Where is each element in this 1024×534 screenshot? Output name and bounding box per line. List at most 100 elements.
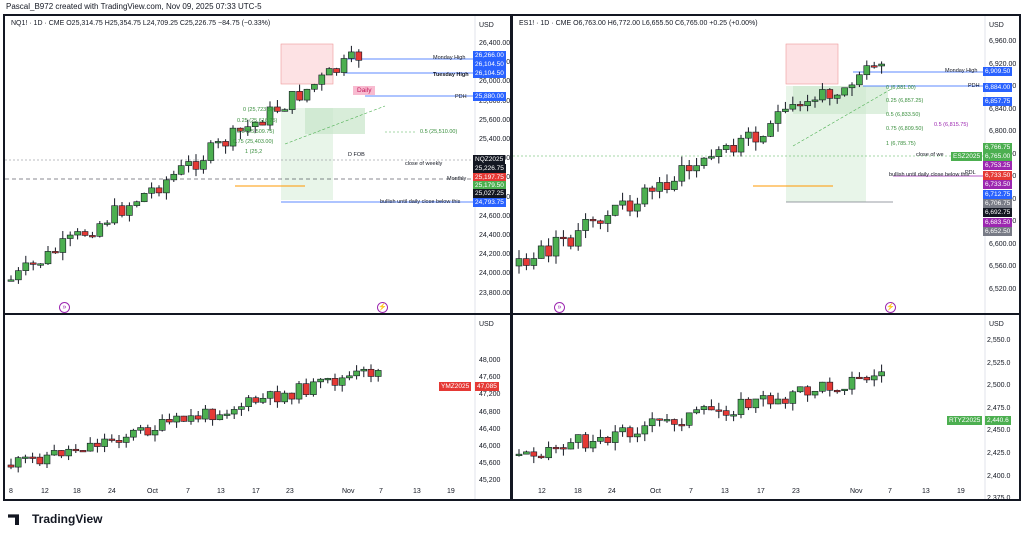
candle-body <box>604 437 612 443</box>
nq-chart-pane[interactable]: NQ1! · 1D · CME O25,314.75 H25,354.75 L2… <box>5 16 510 313</box>
nq-forward-icon[interactable]: » <box>59 302 70 313</box>
candle-body <box>348 51 355 59</box>
es-y-tick: 6,800.00 <box>989 128 1017 135</box>
candle-body <box>737 137 745 153</box>
price-tag: 6,733.50 <box>983 171 1013 180</box>
es-y-tick: 6,600.00 <box>989 240 1017 248</box>
rty-x-tick: 23 <box>792 488 800 495</box>
price-tag: ESZ2025 <box>951 152 983 161</box>
nq-y-tick: 24,200.00 <box>479 251 510 259</box>
rty-symbol-tag: RTYZ2025 <box>947 416 983 425</box>
nq-y-tick: 26,000.00 <box>479 78 510 86</box>
rty-x-tick: 17 <box>757 488 765 495</box>
candle-body <box>663 182 671 190</box>
candle-body <box>252 397 260 403</box>
supply-zone <box>785 43 839 85</box>
candle-body <box>209 408 216 421</box>
candle-body <box>804 101 811 107</box>
candle-body <box>185 161 192 166</box>
nq-fib-1: 1 (25,2 <box>245 149 263 155</box>
supply-zone <box>280 43 334 85</box>
candle-body <box>811 390 819 396</box>
pdh-label: PDH <box>455 94 467 100</box>
candle-body <box>626 200 634 212</box>
candle-body <box>759 136 767 143</box>
rty-y-tick: 2,525.0 <box>987 359 1011 367</box>
candle-body <box>833 94 841 99</box>
candle-body <box>796 386 804 393</box>
candle-body <box>187 415 195 422</box>
price-tag: 6,765.00 <box>983 152 1013 161</box>
ym-x-tick: 17 <box>252 488 260 495</box>
nq-fob-label: D FOB <box>348 152 365 158</box>
price-tag: 26,104.50 <box>473 69 506 78</box>
candle-body <box>374 370 382 377</box>
candle-body <box>338 377 346 386</box>
ym-x-tick: 18 <box>73 488 81 495</box>
fib-zone <box>305 108 365 134</box>
candle-body <box>244 126 252 132</box>
candle-body <box>79 450 87 453</box>
candle-body <box>730 414 737 417</box>
es-forward-icon[interactable]: » <box>554 302 565 313</box>
nq-currency: USD <box>479 22 494 29</box>
price-tag: 6,683.50 <box>983 218 1013 227</box>
fib-trendline <box>792 87 894 147</box>
candle-body <box>115 440 123 443</box>
rty-x-tick: 7 <box>689 488 693 495</box>
candle-body <box>693 165 700 172</box>
ym-chart-pane[interactable]: USD 48,000 47,600 47,200 46,800 46,400 46,000… <box>5 315 510 499</box>
candle-body <box>101 438 108 447</box>
candle-body <box>730 145 737 153</box>
rty-chart-pane[interactable]: USD 2,550.0 2,525.0 2,500.0 2,475.0 2,450.0 2… <box>513 315 1019 499</box>
tradingview-logo-icon <box>8 514 19 526</box>
candle-body <box>259 397 267 403</box>
candle-body <box>103 222 111 225</box>
es-fib-05: 0.5 (6,833.50) <box>886 112 921 118</box>
candle-body <box>833 390 841 393</box>
candle-body <box>222 141 229 147</box>
candle-body <box>7 464 15 468</box>
ym-y-tick: 47,600 <box>479 374 501 382</box>
nq-close-weekly-label: close of weekly <box>405 161 443 167</box>
candle-body <box>782 108 789 112</box>
candle-body <box>700 406 708 410</box>
candle-body <box>641 187 649 205</box>
candle-body <box>671 419 678 425</box>
candle-body <box>66 234 74 239</box>
candle-body <box>266 106 274 126</box>
es-chart-pane[interactable]: ES1! · 1D · CME O6,763.00 H6,772.00 L6,6… <box>513 16 1019 313</box>
candle-body <box>108 438 116 441</box>
candle-body <box>155 187 163 194</box>
footer-bar: TradingView <box>0 501 1024 534</box>
candle-body <box>288 91 296 110</box>
rty-y-tick: 2,550.0 <box>987 337 1011 344</box>
candle-body <box>296 91 303 101</box>
candle-body <box>759 395 767 400</box>
candle-body <box>266 391 274 399</box>
price-tag: 6,766.75 <box>983 143 1013 152</box>
candle-body <box>656 182 663 192</box>
ym-y-tick: 46,000 <box>479 443 501 450</box>
tradingview-logo[interactable]: TradingView <box>8 512 102 526</box>
candle-body <box>856 74 863 86</box>
ym-y-tick: 48,000 <box>479 357 501 364</box>
candle-body <box>648 187 656 192</box>
nq-y-tick: 24,400.00 <box>479 232 510 239</box>
candle-body <box>826 381 834 391</box>
candle-body <box>229 127 237 147</box>
candle-body <box>325 68 333 76</box>
candle-body <box>163 179 170 194</box>
candle-body <box>173 415 180 423</box>
es-symbol-line: ES1! · 1D · CME O6,763.00 H6,772.00 L6,6… <box>519 20 758 27</box>
candle-body <box>715 409 723 412</box>
nq-y-tick: 24,600.00 <box>479 212 510 220</box>
candle-body <box>144 427 152 436</box>
candle-body <box>346 375 353 379</box>
ym-price-tag: 47,085 <box>475 382 499 391</box>
es-pdh-label: PDH <box>968 83 980 89</box>
es-event-icon[interactable]: ⚡ <box>885 302 896 313</box>
nq-event-icon[interactable]: ⚡ <box>377 302 388 313</box>
candle-body <box>611 204 619 216</box>
candle-body <box>567 442 575 450</box>
